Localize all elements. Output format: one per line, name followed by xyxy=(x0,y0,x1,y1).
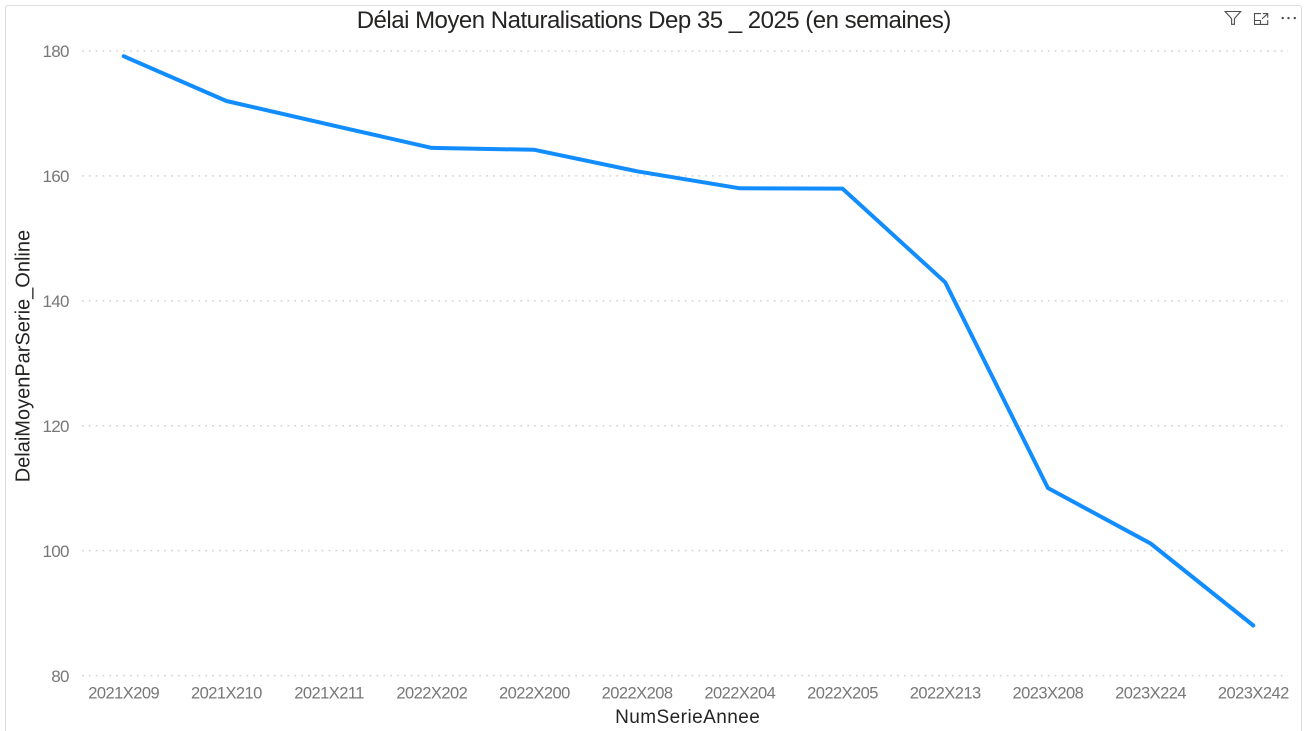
svg-text:2021X210: 2021X210 xyxy=(191,685,262,703)
svg-text:2023X224: 2023X224 xyxy=(1115,685,1186,703)
svg-text:2021X211: 2021X211 xyxy=(294,685,364,703)
svg-text:Délai Moyen Naturalisations De: Délai Moyen Naturalisations Dep 35 _ 202… xyxy=(357,7,951,34)
svg-text:2022X202: 2022X202 xyxy=(396,685,467,703)
svg-text:2022X208: 2022X208 xyxy=(602,685,673,703)
svg-text:2022X213: 2022X213 xyxy=(910,685,981,703)
svg-text:2022X205: 2022X205 xyxy=(807,685,878,703)
svg-text:180: 180 xyxy=(43,42,70,61)
svg-text:2022X204: 2022X204 xyxy=(704,685,775,703)
svg-text:100: 100 xyxy=(43,542,70,561)
svg-text:DelaiMoyenParSerie_Online: DelaiMoyenParSerie_Online xyxy=(12,230,34,482)
svg-text:140: 140 xyxy=(43,292,70,311)
svg-text:2023X208: 2023X208 xyxy=(1012,685,1083,703)
svg-text:2023X242: 2023X242 xyxy=(1218,685,1289,703)
svg-text:NumSerieAnnee: NumSerieAnnee xyxy=(615,707,760,728)
svg-text:160: 160 xyxy=(43,167,70,186)
svg-text:80: 80 xyxy=(51,667,69,686)
svg-text:2021X209: 2021X209 xyxy=(88,685,159,703)
svg-text:2022X200: 2022X200 xyxy=(499,685,570,703)
svg-text:120: 120 xyxy=(43,417,70,436)
